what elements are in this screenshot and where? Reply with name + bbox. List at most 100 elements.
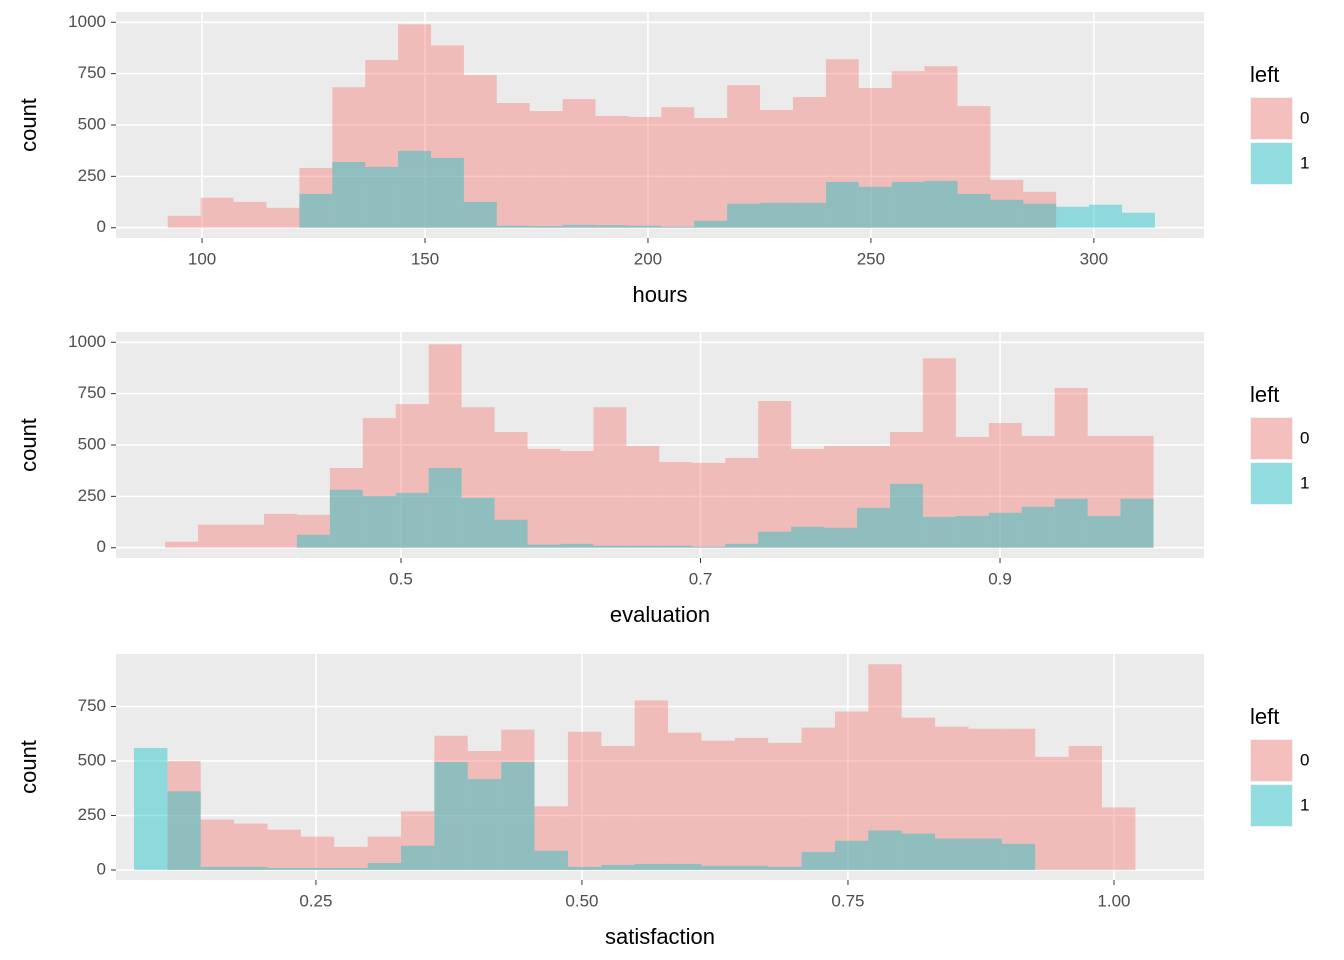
histogram-bar [601, 745, 635, 870]
legend-swatch [1251, 98, 1292, 139]
histogram-bar [467, 779, 502, 870]
histogram-bar [1120, 435, 1154, 548]
histogram-bar [957, 106, 991, 228]
histogram-bar [760, 202, 793, 228]
histogram-bar [494, 432, 528, 548]
histogram-bar [1001, 843, 1036, 870]
legend-title: left [1250, 382, 1279, 407]
histogram-bar [401, 845, 435, 870]
legend-title: left [1250, 704, 1279, 729]
histogram-bar [362, 418, 396, 548]
legend-swatch [1251, 418, 1292, 459]
histogram-bar [834, 840, 869, 870]
histogram-bar [922, 516, 956, 548]
histogram-bar [560, 543, 594, 548]
histogram-bar [494, 519, 528, 548]
x-axis-title: evaluation [610, 602, 710, 627]
histogram-bar [398, 24, 431, 228]
histogram-bar [628, 116, 662, 228]
histogram-bar [434, 762, 468, 870]
x-tick-label: 200 [634, 249, 662, 268]
y-tick-label: 500 [78, 434, 106, 453]
histogram-bar [768, 866, 802, 870]
histogram-bar [299, 193, 333, 228]
histogram-bar [501, 729, 535, 870]
histogram-bar [496, 225, 530, 228]
y-tick-label: 250 [78, 166, 106, 185]
histogram-bar [1054, 388, 1088, 548]
histogram-bar [529, 226, 563, 228]
histogram-bar [496, 103, 530, 228]
histogram-bar [694, 118, 728, 228]
x-tick-label: 150 [411, 249, 439, 268]
y-tick-label: 500 [78, 750, 106, 769]
histogram-bar [167, 761, 201, 870]
histogram-bar [801, 851, 835, 870]
histogram-bar [1056, 206, 1090, 228]
histogram-bar [430, 157, 464, 228]
histogram-bar [935, 838, 969, 870]
histogram-bar [200, 866, 235, 870]
histogram-bar [628, 225, 662, 228]
y-tick-label: 750 [78, 696, 106, 715]
histogram-bar [1023, 203, 1057, 228]
histogram-bar [467, 750, 502, 870]
legend-key-bg [1250, 142, 1293, 185]
histogram-bar [332, 161, 366, 228]
legend-label: 0 [1300, 428, 1309, 447]
histogram-bar [725, 457, 759, 548]
histogram-bar [165, 541, 199, 548]
legend-key-bg [1250, 417, 1293, 460]
histogram-bar [267, 829, 301, 870]
histogram-bar [727, 85, 761, 228]
histogram-bar [626, 545, 660, 548]
histogram-bar [1087, 435, 1121, 548]
histogram-bar [167, 791, 201, 870]
y-tick-label: 0 [97, 859, 106, 878]
histogram-bar [461, 407, 495, 548]
histogram-bar [1087, 515, 1121, 548]
histogram-bar [727, 203, 761, 228]
histogram-bar [768, 742, 802, 870]
legend-label: 1 [1300, 153, 1309, 172]
histogram-bar [824, 446, 858, 548]
histogram-bar [659, 462, 693, 548]
x-tick-label: 300 [1080, 249, 1108, 268]
histogram-bar [891, 181, 925, 228]
x-tick-label: 100 [188, 249, 216, 268]
histogram-bar [601, 864, 635, 870]
histogram-bar [263, 513, 297, 548]
histogram-bar [428, 468, 462, 548]
x-axis-title: hours [632, 282, 687, 307]
y-tick-label: 250 [78, 486, 106, 505]
histogram-bar [692, 462, 726, 548]
histogram-bar [434, 735, 468, 870]
histogram-bar [1021, 506, 1055, 548]
histogram-bar [889, 483, 923, 548]
legend-key-bg [1250, 462, 1293, 505]
x-tick-label: 1.00 [1097, 891, 1130, 910]
x-tick-label: 0.9 [988, 569, 1012, 588]
histogram-bar [701, 865, 735, 870]
histogram-bar [725, 543, 759, 548]
histogram-bar [924, 180, 958, 228]
histogram-bar [1120, 498, 1154, 548]
histogram-bar [825, 181, 859, 228]
histogram-bar [334, 868, 368, 870]
histogram-bar [626, 446, 660, 548]
histogram-bar [595, 115, 629, 228]
histogram-bar [868, 830, 902, 870]
histogram-bar [834, 711, 869, 870]
histogram-bar [200, 197, 234, 228]
histogram-bar [300, 868, 335, 870]
histogram-bar [266, 207, 300, 228]
histogram-bar [534, 850, 568, 870]
y-tick-label: 250 [78, 805, 106, 824]
y-tick-label: 750 [78, 383, 106, 402]
histogram-bar [200, 819, 235, 870]
legend-key-bg [1250, 784, 1293, 827]
histogram-bar [988, 512, 1022, 548]
legend-label: 0 [1300, 108, 1309, 127]
legend-title: left [1250, 62, 1279, 87]
histogram-bar [534, 806, 568, 870]
